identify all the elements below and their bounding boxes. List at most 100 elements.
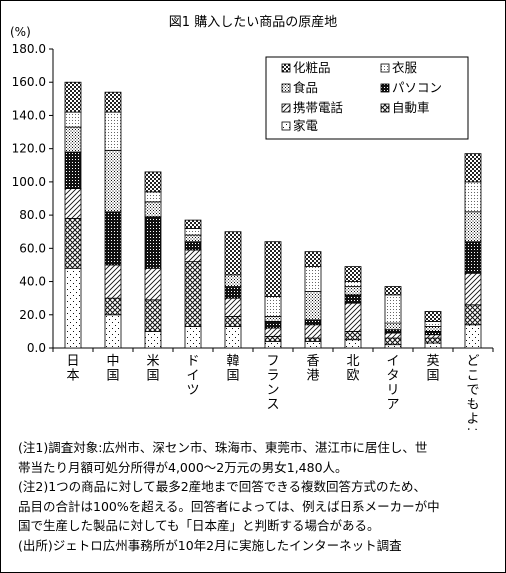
y-tick-label: 60.0 xyxy=(19,241,46,255)
legend-label: 自動車 xyxy=(392,100,430,115)
legend-label: 携帯電話 xyxy=(293,100,343,115)
legend-swatch xyxy=(281,121,291,131)
note-line: 品目の合計は100%を超える。回答者によっては、例えば日系メーカーが中 xyxy=(18,498,440,514)
bar-segment xyxy=(184,249,202,263)
bar-segment xyxy=(264,327,282,337)
bar-segment xyxy=(104,111,122,151)
bar-segment xyxy=(264,340,282,349)
bar-stack xyxy=(104,91,122,349)
legend-swatch xyxy=(281,103,291,113)
bar-segment xyxy=(384,332,402,339)
bar-stack xyxy=(344,266,362,349)
y-axis: 0.0 20.0 40.0 60.0 80.0 100.0 120.0 140.0 160.0 1… xyxy=(12,42,493,355)
note-line: 国で生産した製品に対しても「日本産」と判断する場合がある。 xyxy=(18,518,380,533)
bar-segment xyxy=(104,91,122,113)
bar-segment xyxy=(144,267,162,301)
bar-stack xyxy=(264,241,282,349)
stacked-bar-chart: 図1 購入したい商品の原産地 (%) 0.0 20.0 40.0 60.0 80.0 10… xyxy=(10,14,494,430)
bar-segment xyxy=(424,330,442,336)
x-tick-label: 韓国 xyxy=(226,354,239,384)
bar-segment xyxy=(144,171,162,193)
bar-segment xyxy=(64,218,82,269)
legend-swatch xyxy=(380,103,390,113)
bar-segment xyxy=(144,330,162,349)
notes: (注1)調査対象:広州市、深セン市、珠海市、東莞市、湛江市に居住し、世 帯当たり… xyxy=(18,438,496,555)
x-tick-label: フランス xyxy=(266,354,279,413)
bar-segment xyxy=(464,153,482,183)
bar-segment xyxy=(304,291,322,321)
bar-segment xyxy=(104,264,122,299)
bar-segment xyxy=(104,314,122,349)
bar-segment xyxy=(384,286,402,296)
x-tick-label: イタリア xyxy=(386,354,399,413)
note-line: (出所)ジェトロ広州事務所が10年2月に実施したインターネット調査 xyxy=(18,537,402,553)
bar-segment xyxy=(64,111,82,128)
bar-segment xyxy=(424,337,442,344)
bar-segment xyxy=(384,322,402,331)
bar-stack xyxy=(424,311,442,349)
bar-segment xyxy=(344,294,362,304)
x-tick-label: 米国 xyxy=(146,354,159,384)
bar-segment xyxy=(344,266,362,282)
bar-segment xyxy=(184,234,202,243)
bar-segment xyxy=(304,266,322,292)
bar-segment xyxy=(184,261,202,327)
bar-segment xyxy=(264,316,282,322)
bar-segment xyxy=(144,216,162,269)
note-line: (注1)調査対象:広州市、深セン市、珠海市、東莞市、湛江市に居住し、世 xyxy=(18,440,428,455)
bar-stack xyxy=(224,231,242,349)
bar-segment xyxy=(64,151,82,189)
y-tick-label: 160.0 xyxy=(12,75,46,89)
legend-label: 化粧品 xyxy=(293,60,331,75)
bar-segment xyxy=(64,126,82,153)
y-tick-label: 40.0 xyxy=(19,275,46,289)
bar-stack xyxy=(464,153,482,349)
bar-segment xyxy=(144,191,162,203)
bar-segment xyxy=(384,294,402,324)
x-tick-label: 香港 xyxy=(306,354,319,384)
bar-segment xyxy=(224,231,242,276)
bar-segment xyxy=(264,241,282,297)
bar-stack xyxy=(384,286,402,349)
legend-box xyxy=(265,56,469,140)
bar-segment xyxy=(344,302,362,332)
legend-label: 食品 xyxy=(293,80,318,95)
bar-segment xyxy=(144,201,162,218)
bar-stack xyxy=(304,251,322,349)
legend-swatch xyxy=(380,83,390,93)
bar-segment xyxy=(304,337,322,342)
bar-segment xyxy=(384,337,402,346)
bar-segment xyxy=(264,321,282,329)
bar-segment xyxy=(144,299,162,332)
y-tick-label: 80.0 xyxy=(19,208,46,222)
bar-segment xyxy=(384,344,402,349)
bar-segment xyxy=(344,330,362,341)
bar-stack xyxy=(64,81,82,349)
bar-segment xyxy=(344,339,362,349)
y-tick-label: 180.0 xyxy=(12,42,46,56)
y-tick-label: 100.0 xyxy=(12,175,46,189)
bar-segment xyxy=(424,342,442,349)
bar-segment xyxy=(104,211,122,266)
bar-segment xyxy=(344,286,362,296)
bar-segment xyxy=(464,304,482,326)
bar-segment xyxy=(424,326,442,332)
bar-segment xyxy=(224,326,242,349)
legend-swatch xyxy=(281,63,291,73)
bar-segment xyxy=(464,181,482,213)
bar-segment xyxy=(304,251,322,268)
bar-segment xyxy=(304,319,322,326)
bar-segment xyxy=(264,335,282,342)
legend-label: パソコン xyxy=(392,80,442,95)
bar-segment xyxy=(104,297,122,316)
bar-segment xyxy=(184,241,202,251)
bar-segment xyxy=(464,324,482,349)
bar-segment xyxy=(64,267,82,349)
chart-title: 図1 購入したい商品の原産地 xyxy=(169,14,337,30)
bar-segment xyxy=(64,188,82,219)
bar-segment xyxy=(264,296,282,317)
x-tick-label: 日本 xyxy=(66,354,79,384)
y-tick-label: 140.0 xyxy=(12,108,46,122)
